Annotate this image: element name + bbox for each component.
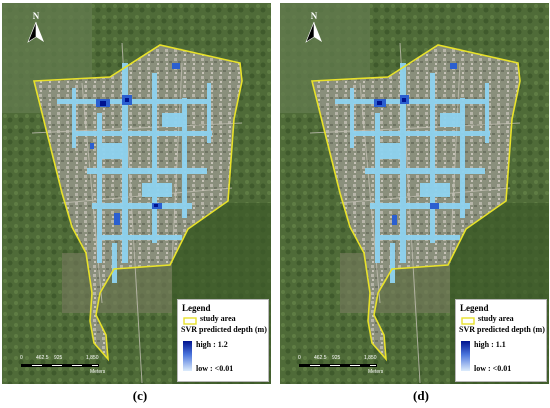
- scale-label-0: 0: [298, 355, 301, 361]
- depth-color-ramp: [183, 341, 192, 371]
- legend-title: Legend: [460, 303, 489, 313]
- north-label: N: [32, 11, 40, 21]
- north-arrow-icon: N: [302, 11, 326, 45]
- scale-label-2: 925: [54, 355, 63, 361]
- scale-bar-graphic: [299, 364, 377, 367]
- legend-high-label: high : 1.2: [196, 340, 228, 349]
- legend-low-label: low : <0.01: [474, 364, 512, 373]
- scale-label-3: 1,850: [86, 355, 99, 361]
- scale-label-1: 462.5: [314, 355, 327, 361]
- legend-low-label: low : <0.01: [196, 364, 234, 373]
- study-area-swatch-icon: [183, 317, 197, 325]
- scale-label-0: 0: [20, 355, 23, 361]
- legend-depth-label: SVR predicted depth (m): [459, 325, 545, 334]
- scale-label-1: 462.5: [36, 355, 49, 361]
- scale-label-3: 1,850: [364, 355, 377, 361]
- legend-study-area-label: study area: [200, 314, 236, 323]
- scale-bar: 0 462.5 925 1,850 Meters: [298, 355, 383, 377]
- scale-unit: Meters: [368, 369, 384, 375]
- legend-depth-label: SVR predicted depth (m): [181, 325, 267, 334]
- legend-study-area-label: study area: [478, 314, 514, 323]
- satellite-map-d: [280, 3, 549, 384]
- north-arrow-icon: N: [24, 11, 48, 45]
- north-label: N: [310, 11, 318, 21]
- caption-c: (c): [132, 388, 148, 403]
- map-legend: Legend study area SVR predicted depth (m…: [177, 299, 269, 382]
- study-area-swatch-icon: [461, 317, 475, 325]
- depth-color-ramp: [461, 341, 470, 371]
- scale-bar-graphic: [21, 364, 99, 367]
- scale-unit: Meters: [90, 369, 106, 375]
- scale-bar: 0 462.5 925 1,850 Meters: [20, 355, 105, 377]
- map-legend: Legend study area SVR predicted depth (m…: [455, 299, 547, 382]
- map-panel-d: N Legend study area SVR predicted depth …: [280, 3, 549, 384]
- caption-d: (d): [413, 388, 429, 403]
- legend-title: Legend: [182, 303, 211, 313]
- map-panel-c: N Legend study area SVR predicted depth …: [2, 3, 271, 384]
- satellite-map-c: [2, 3, 271, 384]
- legend-high-label: high : 1.1: [474, 340, 506, 349]
- scale-label-2: 925: [332, 355, 341, 361]
